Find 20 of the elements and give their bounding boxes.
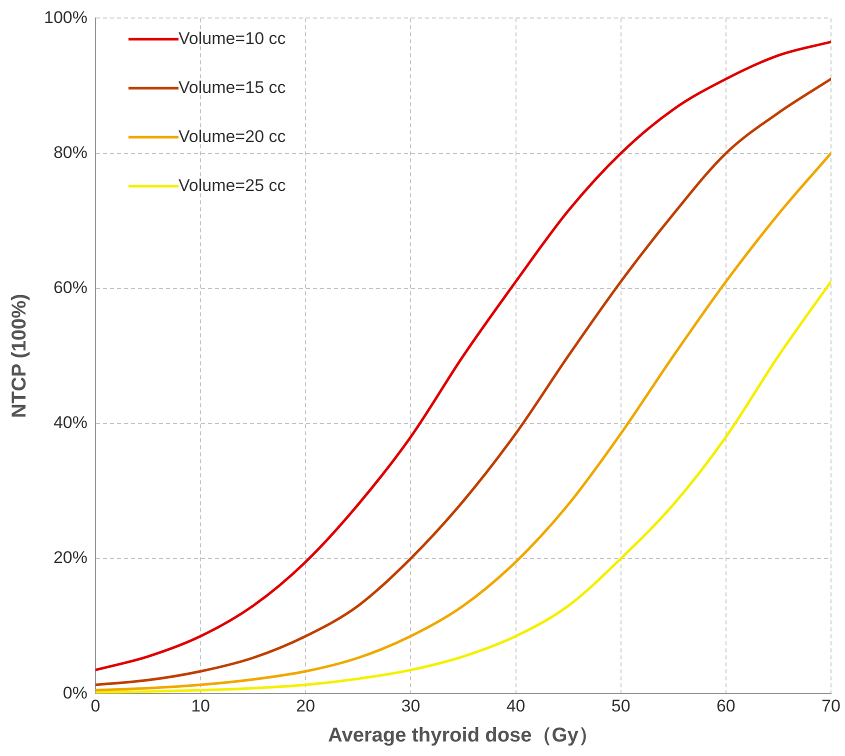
legend-label: Volume=15 cc <box>178 78 286 97</box>
x-tick-label: 40 <box>506 696 526 716</box>
x-tick-label: 10 <box>191 696 210 716</box>
x-tick-label: 0 <box>90 696 100 716</box>
x-tick-label: 30 <box>401 696 420 716</box>
legend-label: Volume=20 cc <box>178 126 286 146</box>
y-tick-label: 100% <box>44 8 88 27</box>
y-axis-title: NTCP (100%) <box>8 294 31 418</box>
y-tick-label: 20% <box>53 548 88 568</box>
y-tick-label: 60% <box>53 278 88 298</box>
y-tick-label: 0% <box>62 683 88 702</box>
legend-label: Volume=25 cc <box>178 176 286 195</box>
x-axis-title: Average thyroid dose（Gy） <box>328 724 598 747</box>
x-tick-label: 50 <box>611 696 630 716</box>
legend-label: Volume=10 cc <box>178 28 286 48</box>
x-tick-label: 20 <box>296 696 316 716</box>
x-tick-label: 60 <box>716 696 736 716</box>
y-tick-label: 80% <box>53 142 88 162</box>
y-tick-label: 40% <box>53 413 88 432</box>
x-tick-label: 70 <box>822 696 840 716</box>
